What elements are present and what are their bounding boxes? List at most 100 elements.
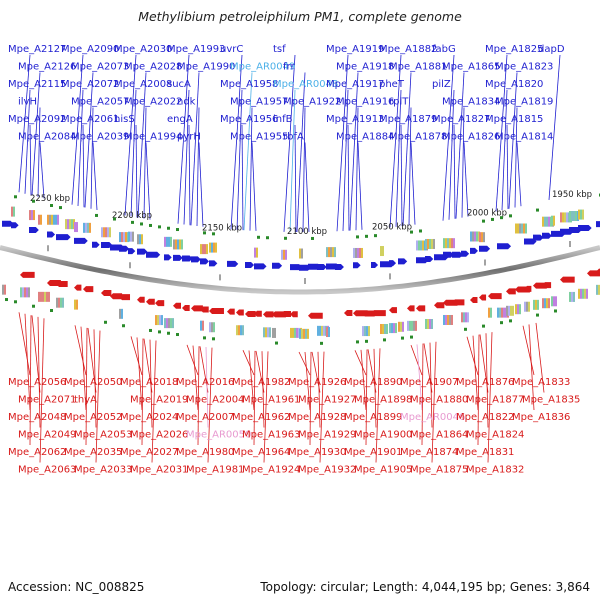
- function-block: [562, 212, 564, 223]
- leader-line: [402, 72, 412, 227]
- function-block: [427, 238, 429, 249]
- marker: [167, 226, 170, 230]
- function-block: [425, 318, 427, 329]
- leader-line: [177, 54, 190, 224]
- gene-label-mpe-a1926: Mpe_A1926: [288, 377, 346, 388]
- reverse-gene-arrow: [416, 305, 426, 312]
- function-block: [409, 320, 411, 331]
- function-block: [515, 223, 517, 234]
- reverse-gene-arrow: [191, 305, 203, 312]
- function-block: [548, 298, 550, 309]
- function-block: [526, 301, 528, 312]
- leader-line: [196, 107, 200, 227]
- leader-line: [261, 351, 265, 428]
- function-block: [384, 323, 386, 334]
- function-block: [359, 247, 361, 258]
- forward-gene-arrow: [479, 245, 491, 252]
- leader-line: [357, 142, 363, 230]
- forward-gene-arrow: [443, 251, 454, 258]
- function-block: [573, 291, 575, 302]
- gene-label-mpe-a1835: Mpe_A1835: [522, 395, 580, 406]
- gene-label-mpe-a1927: Mpe_A1927: [298, 395, 356, 406]
- gene-label-rbfa: rbfA: [283, 132, 304, 143]
- marker: [509, 319, 512, 323]
- reverse-gene-arrow: [371, 310, 386, 317]
- function-block: [553, 215, 555, 226]
- gene-label-mpe-a1875: Mpe_A1875: [410, 465, 468, 476]
- function-block: [523, 223, 525, 234]
- marker: [356, 235, 359, 239]
- function-block: [413, 320, 415, 331]
- function-block: [319, 325, 321, 336]
- forward-gene-arrow: [74, 237, 88, 244]
- function-block: [569, 211, 571, 222]
- forward-gene-arrow: [452, 251, 463, 258]
- leader-line: [29, 315, 32, 446]
- function-block: [517, 223, 519, 234]
- function-block: [537, 299, 539, 310]
- reverse-gene-arrow: [506, 288, 516, 295]
- forward-gene-arrow: [389, 260, 397, 267]
- function-block: [65, 219, 67, 230]
- leader-line: [37, 316, 41, 428]
- function-block: [24, 287, 26, 298]
- marker: [536, 208, 539, 212]
- function-block: [451, 238, 453, 249]
- function-block: [179, 239, 181, 250]
- gene-label-mpe-a1918: Mpe_A1918: [336, 62, 394, 73]
- function-block: [296, 327, 298, 338]
- forward-gene-arrow: [533, 234, 544, 241]
- function-block: [76, 222, 78, 233]
- function-block: [170, 236, 172, 247]
- gene-label-mpe-a1898: Mpe_A1898: [354, 395, 412, 406]
- leader-line: [294, 124, 297, 232]
- marker: [419, 229, 422, 233]
- gene-label-mpe-a1905: Mpe_A1905: [354, 465, 412, 476]
- leader-line: [336, 54, 349, 232]
- function-block: [393, 323, 395, 334]
- function-block: [202, 244, 204, 255]
- reverse-gene-arrow: [407, 305, 415, 312]
- function-block: [209, 322, 211, 333]
- function-block: [101, 227, 103, 238]
- function-block: [89, 222, 91, 233]
- gene-label-mpe-ar0048: Mpe_AR0048: [273, 79, 338, 90]
- function-block: [447, 238, 449, 249]
- marker: [320, 341, 323, 345]
- reverse-gene-arrow: [389, 307, 397, 314]
- leader-line: [85, 327, 88, 446]
- reverse-gene-arrow: [488, 293, 502, 300]
- function-block: [555, 296, 557, 307]
- gene-label-mpe-a1958: Mpe_A1958: [220, 79, 278, 90]
- genome-backbone: [0, 245, 600, 295]
- gene-label-mpe-a2084: Mpe_A2084: [18, 132, 76, 143]
- marker: [158, 330, 161, 334]
- leader-line: [145, 142, 151, 220]
- function-block: [474, 231, 476, 242]
- gene-label-mpe-a2027: Mpe_A2027: [120, 447, 178, 458]
- function-block: [515, 304, 517, 315]
- function-block: [586, 288, 588, 299]
- gene-label-mpe-a1961: Mpe_A1961: [242, 395, 300, 406]
- leader-line: [528, 324, 535, 411]
- gene-label-mpe-a2018: Mpe_A2018: [120, 377, 178, 388]
- function-block: [418, 240, 420, 251]
- leader-line: [137, 72, 147, 218]
- function-block: [508, 305, 510, 316]
- gene-label-enga: engA: [167, 114, 193, 125]
- gene-label-mpe-a1890: Mpe_A1890: [344, 377, 402, 388]
- gene-label-hiss: hisS: [114, 114, 135, 125]
- forward-gene-arrow: [542, 232, 552, 239]
- gene-label-tsf: tsf: [273, 44, 286, 55]
- marker: [464, 327, 467, 331]
- leader-line: [535, 322, 545, 393]
- leader-line: [395, 89, 402, 227]
- leader-line: [124, 54, 137, 216]
- function-block: [69, 219, 71, 230]
- marker: [140, 222, 143, 226]
- gene-label-phet: pheT: [379, 79, 405, 90]
- function-block: [173, 239, 175, 250]
- function-block: [285, 249, 287, 260]
- function-block: [274, 327, 276, 338]
